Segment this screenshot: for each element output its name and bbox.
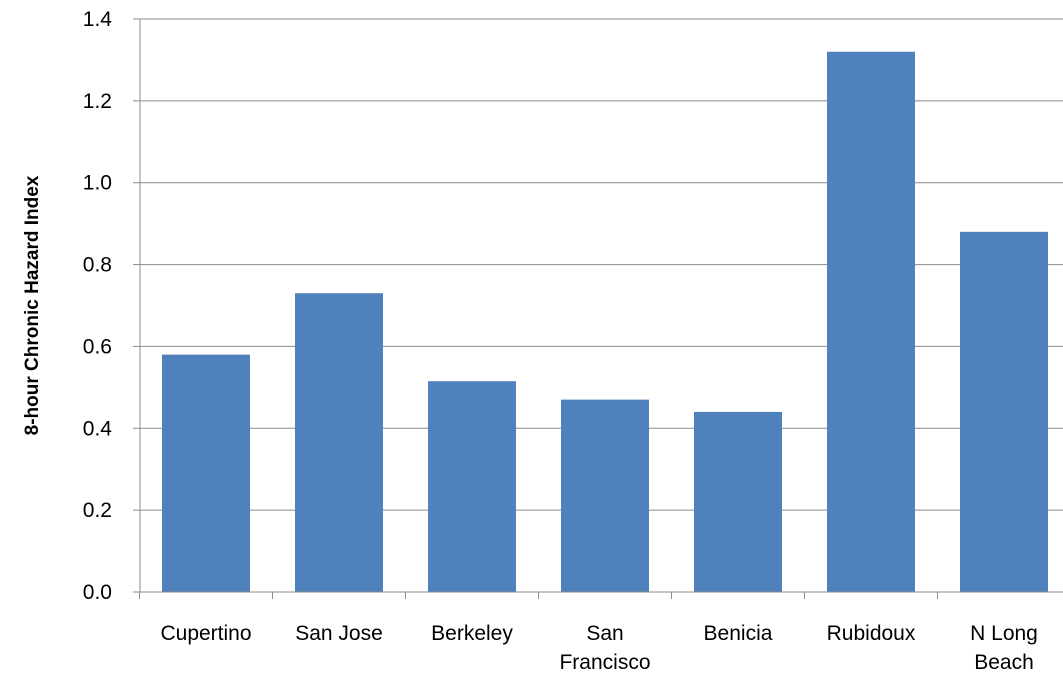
bar <box>428 381 516 592</box>
axes <box>133 18 1063 599</box>
x-category-label: Rubidoux <box>827 622 916 645</box>
y-axis-title: 8-hour Chronic Hazard Index <box>22 175 43 435</box>
y-tick-label: 1.0 <box>83 172 112 195</box>
bar <box>162 354 250 592</box>
y-tick-label: 0.8 <box>83 254 112 277</box>
x-category-label: N Long Beach <box>970 622 1038 674</box>
x-category-label: San Jose <box>295 622 383 645</box>
y-tick-label: 1.2 <box>83 90 112 113</box>
gridlines <box>140 18 1063 511</box>
y-tick-label: 0.0 <box>83 581 112 604</box>
x-category-label: Benicia <box>704 622 773 645</box>
bar <box>960 231 1048 593</box>
y-tick-label: 0.6 <box>83 335 112 358</box>
bar <box>561 399 649 592</box>
y-tick-label: 0.2 <box>83 499 112 522</box>
x-category-labels: Cupertino San Jose Berkeley San Francisco Ben… <box>160 622 1037 674</box>
x-category-label: San Francisco <box>559 622 650 674</box>
y-tick-labels: 0.0 0.2 0.4 0.6 0.8 1.0 1.2 1.4 <box>83 8 113 604</box>
x-category-label: Cupertino <box>160 622 251 645</box>
x-category-label: Berkeley <box>431 622 513 645</box>
bar <box>295 293 383 592</box>
y-tick-label: 1.4 <box>83 8 113 31</box>
y-tick-label: 0.4 <box>83 417 113 440</box>
bar <box>694 411 782 592</box>
bar <box>827 51 915 592</box>
bars <box>162 51 1048 593</box>
